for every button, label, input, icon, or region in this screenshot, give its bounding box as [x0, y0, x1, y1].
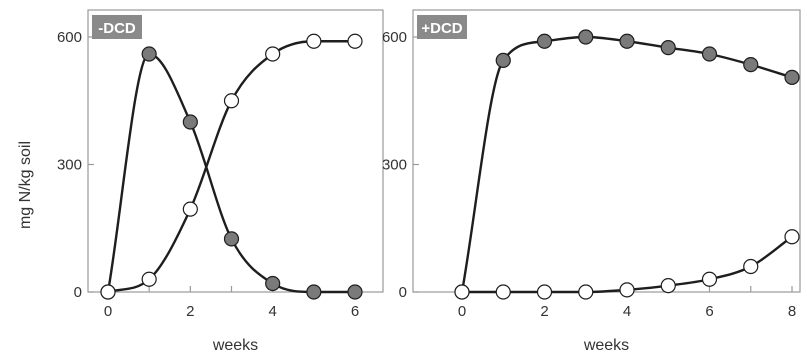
data-point-filled [660, 40, 676, 56]
panel-badge-label: -DCD [98, 20, 136, 37]
panel-badge [92, 15, 142, 39]
data-point-filled [182, 114, 198, 130]
x-tick-label: 6 [705, 303, 713, 320]
series-line-open [107, 40, 355, 294]
data-point-filled [265, 275, 281, 292]
panel-badge-label: +DCD [421, 20, 462, 37]
data-point-filled [619, 33, 635, 49]
data-point-open [743, 258, 759, 275]
x-tick-label: 8 [788, 303, 796, 320]
y-tick-label: 300 [382, 157, 407, 174]
panel-badge [417, 15, 467, 39]
x-tick-label: 2 [540, 303, 548, 320]
y-tick-label: 600 [382, 29, 407, 46]
x-tick-label: 4 [623, 303, 631, 320]
y-tick-label: 600 [57, 29, 82, 46]
y-tick-label: 300 [57, 157, 82, 174]
data-point-filled [578, 29, 594, 45]
x-tick-label: 2 [186, 303, 194, 320]
data-point-open [223, 93, 240, 109]
data-point-open [347, 33, 363, 49]
data-point-filled [141, 46, 157, 62]
data-point-filled [223, 231, 240, 247]
y-tick-label: 0 [74, 284, 82, 301]
data-point-filled [701, 46, 718, 62]
x-tick-label: 4 [268, 303, 276, 320]
data-point-open [100, 284, 116, 300]
x-axis-label: weeks [583, 337, 629, 354]
x-tick-label: 0 [458, 303, 466, 320]
series-line-filled [106, 52, 355, 294]
data-point-filled [495, 52, 511, 68]
data-point-open [536, 284, 553, 300]
data-point-open [265, 46, 281, 62]
panel-plus-dcd: 0 300 600 0 2 4 6 8 weeks +DCD [382, 9, 801, 354]
data-point-filled [743, 57, 759, 73]
data-point-open [701, 271, 718, 287]
plot-frame [412, 9, 801, 293]
data-point-open [495, 284, 511, 300]
series-line-filled [460, 35, 793, 293]
data-point-open [454, 284, 470, 300]
data-point-open [182, 201, 198, 217]
data-point-open [141, 271, 157, 287]
plot-frame [87, 9, 384, 293]
data-point-open [306, 33, 322, 49]
panel-minus-dcd: 0 300 600 0 2 4 6 weeks -DCD [57, 9, 384, 354]
y-axis-label: mg N/kg soil [17, 141, 34, 229]
data-point-open [784, 229, 800, 245]
x-tick-label: 0 [104, 303, 112, 320]
x-axis-label: weeks [212, 337, 258, 354]
data-point-filled [306, 284, 322, 300]
data-point-open [619, 282, 635, 298]
data-point-filled [784, 69, 800, 85]
x-tick-label: 6 [351, 303, 359, 320]
data-point-filled [536, 33, 553, 49]
data-point-open [578, 284, 594, 300]
data-point-open [660, 278, 676, 294]
data-point-filled [347, 284, 363, 300]
y-tick-label: 0 [399, 284, 407, 301]
